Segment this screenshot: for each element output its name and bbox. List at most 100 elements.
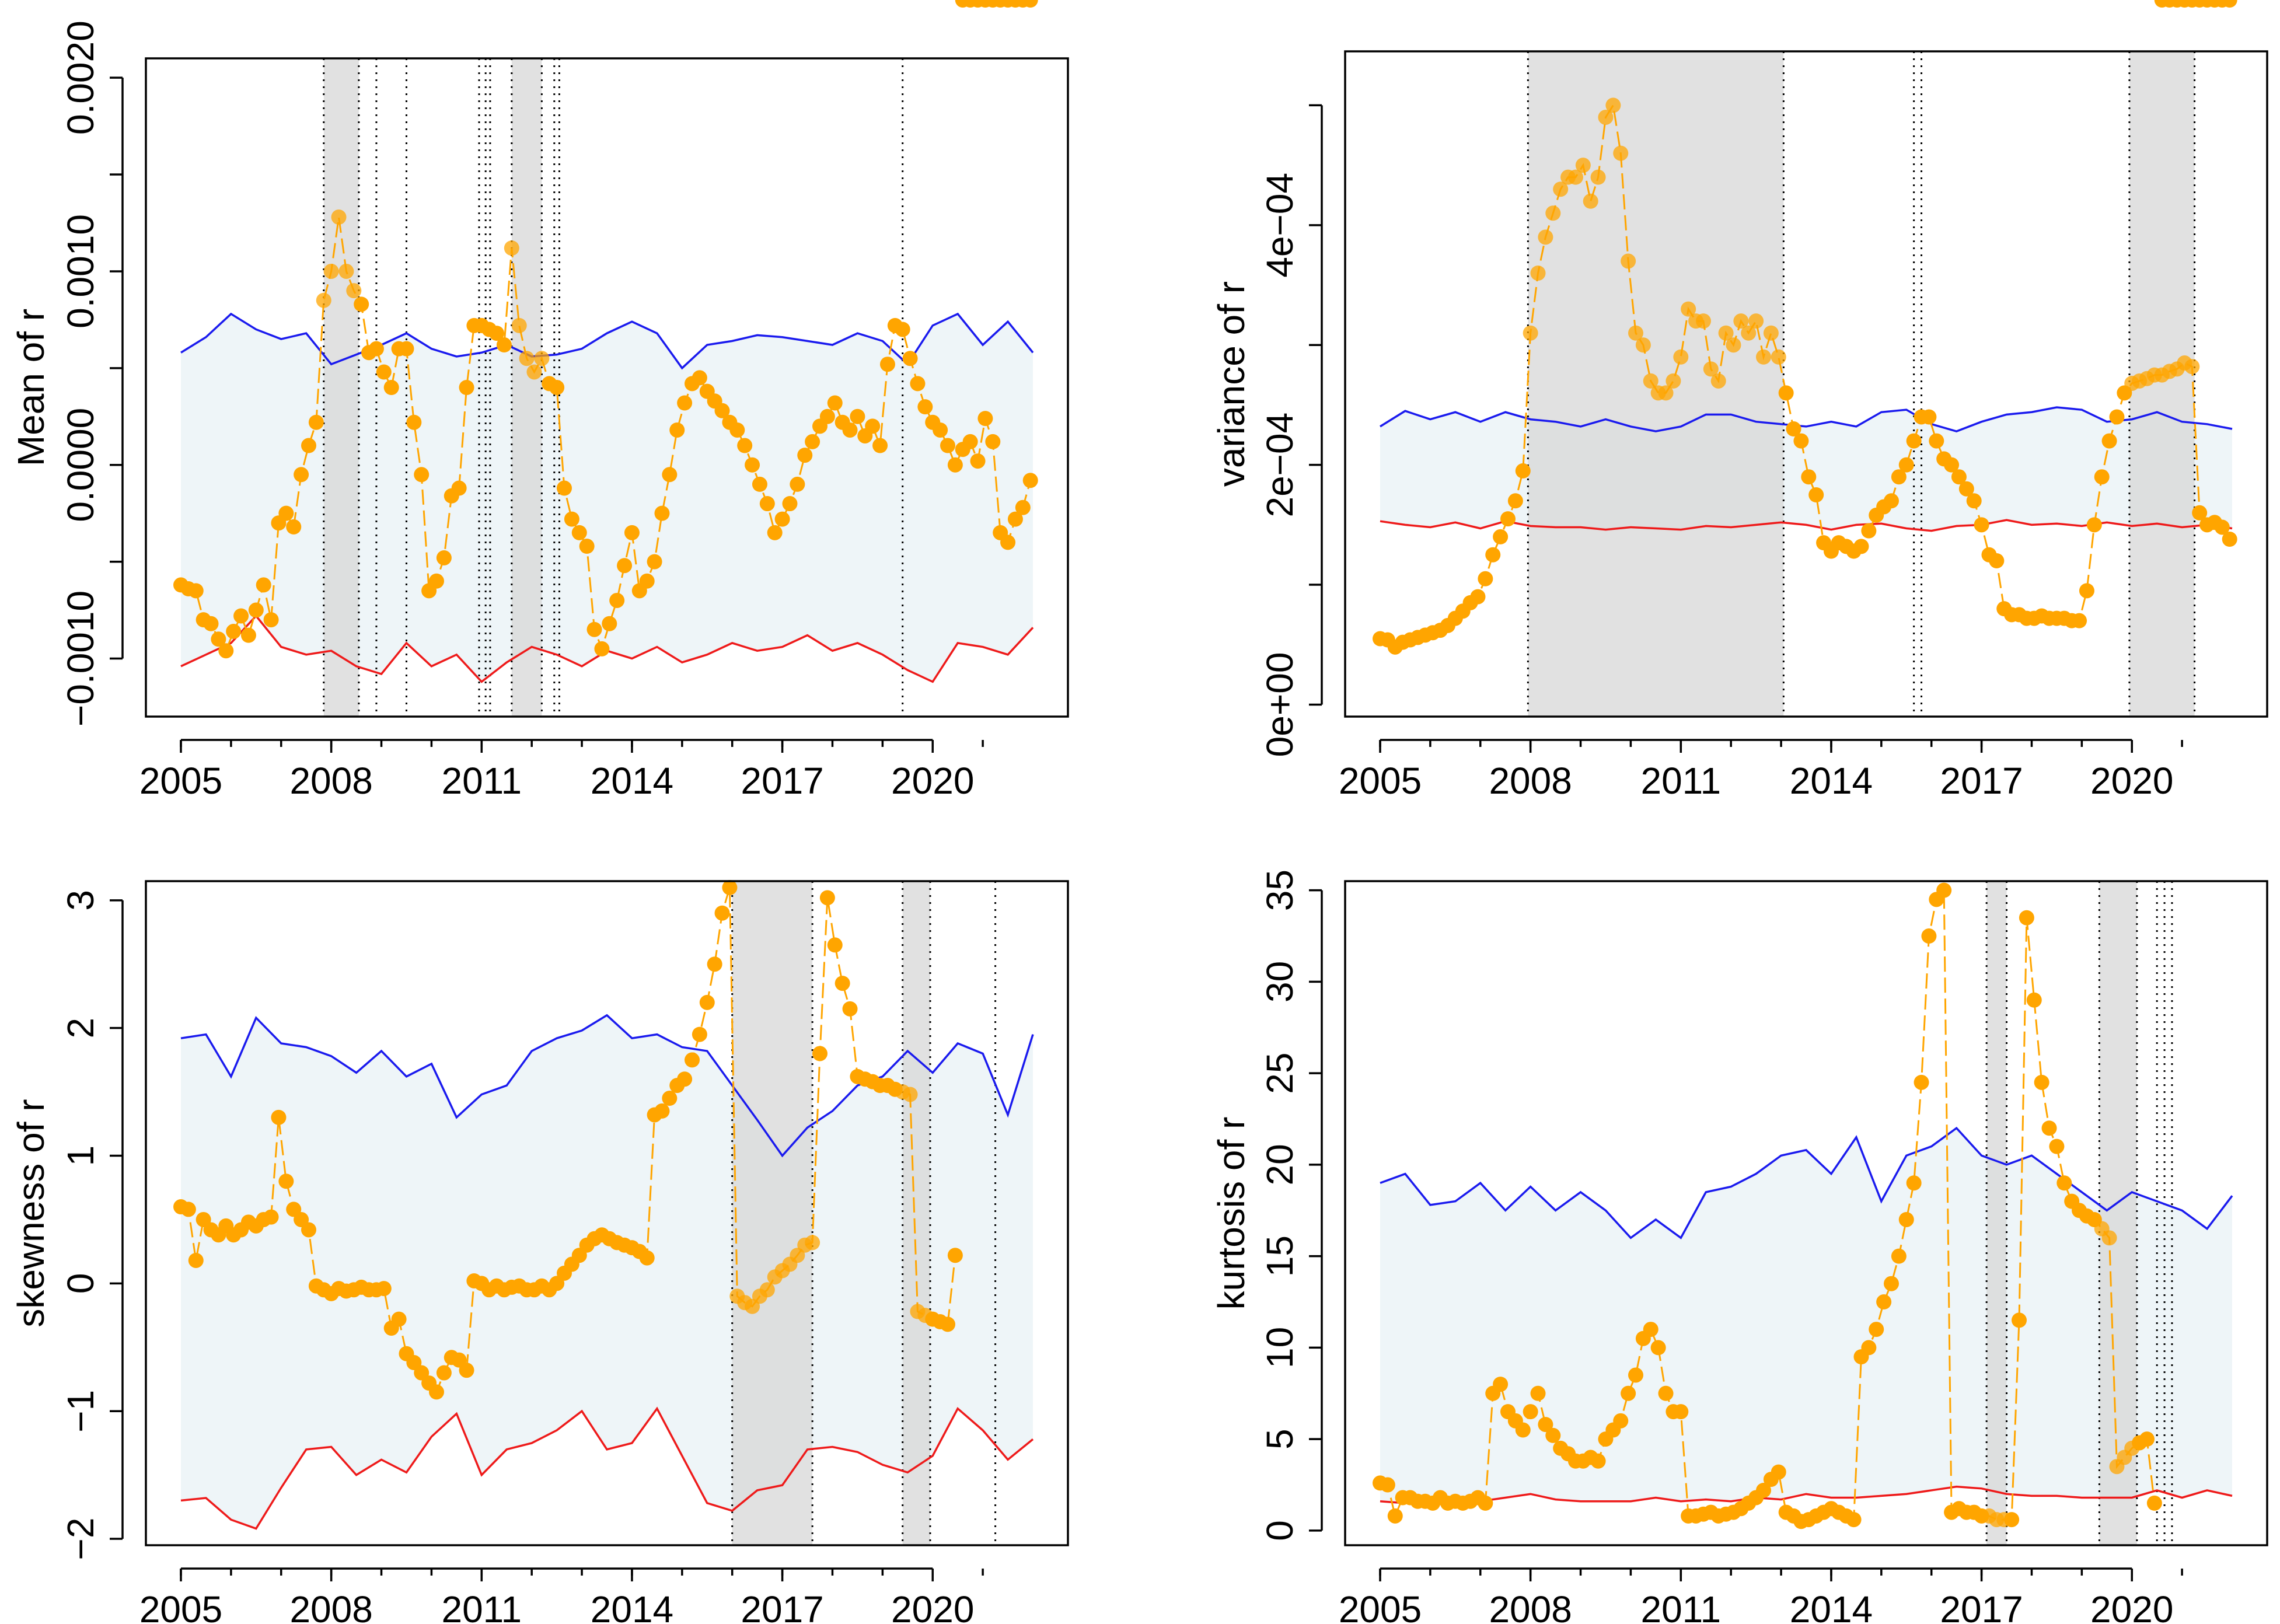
data-point: [617, 558, 633, 574]
data-point: [301, 1222, 316, 1238]
data-point: [835, 976, 850, 991]
data-point: [1545, 205, 1561, 221]
data-point: [970, 453, 986, 469]
data-point: [774, 511, 790, 527]
upper-bound-line: [180, 1014, 1034, 1158]
y-tick-label: 5: [1259, 1429, 1301, 1450]
data-point: [1726, 337, 1741, 353]
data-point: [947, 1248, 963, 1263]
y-tick-label: 0: [60, 1273, 102, 1294]
panel-4: 2005 2008 2011 2014 2017 2020 0 5 10 15 20 25 30 35 ku…: [1210, 0, 2268, 1624]
x-tick-label: 2011: [441, 760, 522, 802]
data-point: [2086, 517, 2102, 533]
shaded-region-1: [1986, 881, 2007, 1545]
data-point: [1575, 158, 1591, 173]
x-tick-label: 2020: [2090, 1588, 2173, 1624]
data-point: [1958, 481, 1974, 497]
data-point: [722, 879, 738, 895]
y-axis-title: skewness of r: [10, 1099, 52, 1327]
data-point: [1507, 493, 1523, 509]
data-point: [819, 408, 835, 424]
x-tick-label: 2011: [1640, 760, 1721, 802]
y-tick-label: 0.0020: [60, 20, 102, 135]
data-point: [1605, 97, 1621, 113]
y-tick-label: 0: [1259, 1520, 1301, 1541]
data-point: [1621, 253, 1636, 269]
data-point: [872, 438, 888, 453]
data-point: [271, 1109, 287, 1125]
y-tick-label: 0e+00: [1259, 652, 1301, 757]
data-point: [459, 380, 474, 395]
data-point: [895, 322, 910, 337]
data-point: [1613, 145, 1629, 161]
data-point: [1710, 373, 1726, 389]
data-point: [1545, 1427, 1561, 1443]
data-point: [805, 1235, 820, 1251]
data-point: [790, 476, 805, 492]
data-point: [2049, 1138, 2065, 1154]
data-point: [316, 292, 331, 308]
data-point: [1523, 1404, 1538, 1420]
plot-frame: [1344, 50, 2268, 718]
y-tick-label: 15: [1259, 1235, 1301, 1277]
data-point: [331, 209, 347, 225]
data-point: [579, 539, 595, 554]
data-point: [1748, 313, 1764, 329]
data-point: [2056, 1175, 2072, 1191]
data-point: [557, 480, 572, 496]
data-point: [842, 422, 858, 438]
data-point: [1733, 313, 1749, 329]
data-point: [2034, 1074, 2049, 1090]
data-point: [226, 624, 242, 640]
data-point: [594, 641, 610, 656]
lower-bound-line: [1380, 1485, 2233, 1504]
data-point: [1500, 511, 1516, 527]
data-point: [2109, 409, 2125, 425]
data-point: [278, 505, 294, 521]
y-axis-title: variance of r: [1210, 281, 1252, 487]
data-point: [1846, 1512, 1862, 1528]
plot-frame: [1344, 880, 2268, 1546]
data-point: [1478, 571, 1493, 586]
x-tick-label: 2008: [1489, 1588, 1572, 1624]
data-point: [1673, 349, 1689, 365]
data-point: [211, 631, 226, 647]
data-point: [654, 1103, 670, 1119]
data-point: [767, 525, 783, 540]
data-point: [534, 351, 550, 366]
data-point: [436, 550, 452, 565]
data-point: [1853, 539, 1869, 554]
y-tick-label: −1: [60, 1390, 102, 1433]
data-point: [1951, 469, 1967, 485]
data-point: [301, 438, 316, 453]
shaded-region-2: [511, 58, 542, 717]
data-point: [1771, 1464, 1786, 1480]
data-point: [2184, 359, 2200, 375]
data-point: [1778, 385, 1794, 401]
data-point: [940, 438, 955, 453]
data-point: [496, 337, 512, 353]
data-point: [1695, 313, 1711, 329]
data-point: [1538, 229, 1553, 245]
data-point: [819, 890, 835, 906]
data-point: [1921, 409, 1937, 425]
data-point: [1628, 1367, 1643, 1383]
data-point: [1643, 373, 1659, 389]
data-point: [263, 1209, 279, 1225]
y-tick-label: 10: [1259, 1327, 1301, 1368]
data-point: [2101, 433, 2117, 449]
data-point: [1884, 1276, 1899, 1291]
data-point: [1884, 493, 1899, 509]
y-tick-label: 1: [60, 1145, 102, 1167]
envelope-band: [181, 313, 1033, 682]
data-point: [1763, 325, 1779, 341]
data-point: [2041, 1120, 2057, 1136]
panel-2: 2005 2008 2011 2014 2017 2020 0e+00 2e−04 4e−04v…: [1210, 50, 2268, 802]
data-point: [383, 380, 399, 395]
data-point: [677, 395, 693, 411]
data-point: [2019, 910, 2034, 925]
data-point: [985, 434, 1001, 449]
data-point: [1906, 1175, 1922, 1191]
data-point: [647, 554, 662, 570]
x-tick-label: 2011: [1640, 1588, 1721, 1624]
